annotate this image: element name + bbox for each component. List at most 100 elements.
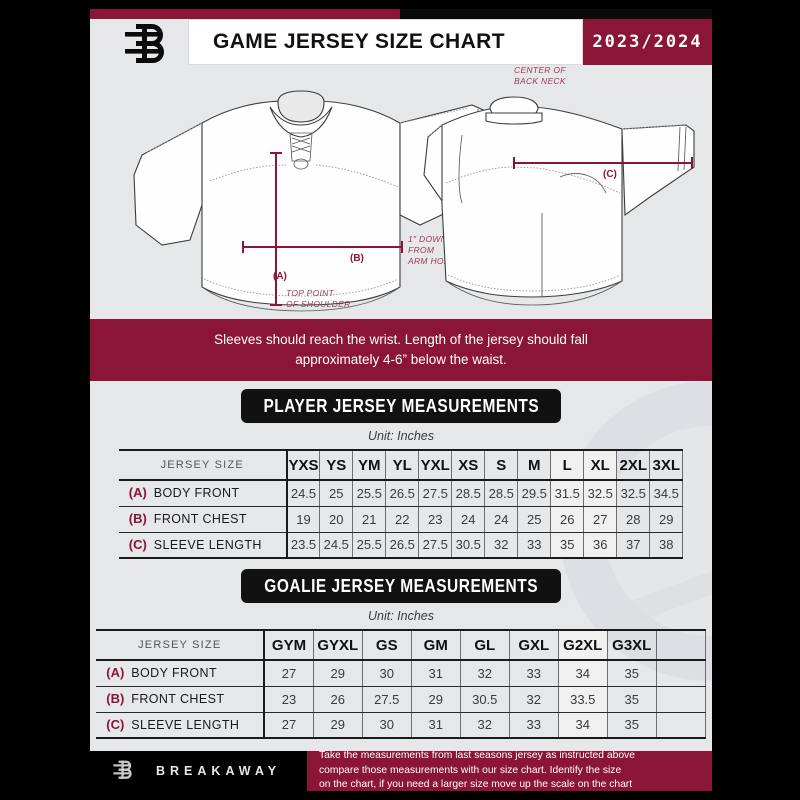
table-row: (A) BODY FRONT 27 29 30 31 32 33 34 35 xyxy=(96,659,706,687)
header-accent-bar-black xyxy=(400,9,712,19)
measurement-name: BODY FRONT xyxy=(131,666,218,681)
measurement-name: BODY FRONT xyxy=(153,486,240,501)
measurement-value-cell: 30 xyxy=(361,659,412,687)
measurement-value-cell: 27 xyxy=(263,659,314,687)
table-header-row: JERSEY SIZE GYM GYXL GS GM GL GXL G2XL G3XL xyxy=(96,629,706,661)
measurement-value-cell: 27 xyxy=(263,711,314,739)
measurement-value-cell: 36 xyxy=(583,531,618,559)
measurement-value-cell: 25 xyxy=(319,479,354,507)
measurement-value-cell: 29 xyxy=(410,685,461,713)
back-jersey-illustration: (C) CENTER OF BACK NECK xyxy=(423,65,695,306)
size-column-header: YL xyxy=(385,449,420,481)
center-back-neck-line1: CENTER OF xyxy=(514,65,566,75)
measurement-value-cell: 29.5 xyxy=(517,479,552,507)
size-column-header: YXL xyxy=(418,449,453,481)
measurement-value-cell: 33.5 xyxy=(557,685,608,713)
measurement-value-cell: 28 xyxy=(616,505,651,533)
measurement-value-cell: 28.5 xyxy=(484,479,519,507)
size-column-header: 2XL xyxy=(616,449,651,481)
measurement-value-cell: 21 xyxy=(352,505,387,533)
breakaway-b-logo-icon xyxy=(114,19,194,65)
measurement-name: SLEEVE LENGTH xyxy=(131,717,240,732)
measurement-tag: (A) xyxy=(106,665,125,681)
footer-line-1: Take the measurements from last seasons … xyxy=(319,749,635,761)
measurement-value-cell: 32.5 xyxy=(616,479,651,507)
measurement-value-cell: 25 xyxy=(517,505,552,533)
measurement-name: SLEEVE LENGTH xyxy=(153,537,262,552)
label-a-line1: TOP POINT xyxy=(286,288,335,298)
measurement-value-cell: 38 xyxy=(649,531,684,559)
measurement-value-cell xyxy=(655,659,706,687)
measurement-value-cell: 31 xyxy=(410,659,461,687)
size-column-header: YXS xyxy=(286,449,321,481)
measurement-value-cell: 30 xyxy=(361,711,412,739)
measurement-value-cell: 29 xyxy=(312,659,363,687)
size-column-header: GM xyxy=(410,629,461,661)
measurement-value-cell: 23 xyxy=(263,685,314,713)
measurement-value-cell: 24.5 xyxy=(286,479,321,507)
measurement-value-cell: 37 xyxy=(616,531,651,559)
measurement-tag: (A) xyxy=(128,485,147,501)
measurement-value-cell: 34.5 xyxy=(649,479,684,507)
size-column-header: GXL xyxy=(508,629,559,661)
measurement-value-cell: 29 xyxy=(649,505,684,533)
center-back-neck-line2: BACK NECK xyxy=(514,76,566,86)
measurement-value-cell: 35 xyxy=(606,711,657,739)
measurement-tag: (B) xyxy=(128,511,147,526)
table-row: (B) FRONT CHEST 23 26 27.5 29 30.5 32 33.5 35 xyxy=(96,685,706,713)
label-b-tag: (B) xyxy=(350,253,364,264)
front-jersey-illustration: (B) (A) TOP POINT OF SHOULDER 1" DOWN FR… xyxy=(133,90,491,312)
measurement-name: FRONT CHEST xyxy=(153,512,247,526)
measurement-value-cell: 25.5 xyxy=(352,531,387,559)
size-chart-page: GAME JERSEY SIZE CHART 2023/2024 .jo { f… xyxy=(90,9,712,791)
size-column-header: XS xyxy=(451,449,486,481)
measurement-value-cell: 35 xyxy=(550,531,585,559)
label-b-line3: ARM HOLE xyxy=(407,256,455,266)
measurement-name: FRONT CHEST xyxy=(131,692,225,706)
measurement-value-cell: 25.5 xyxy=(352,479,387,507)
measurement-value-cell: 35 xyxy=(606,685,657,713)
measurement-value-cell xyxy=(655,685,706,713)
goalie-section-heading: GOALIE JERSEY MEASUREMENTS xyxy=(241,569,561,603)
measurement-value-cell: 32 xyxy=(508,685,559,713)
table-row: (C) SLEEVE LENGTH 27 29 30 31 32 33 34 35 xyxy=(96,711,706,739)
measurement-value-cell: 19 xyxy=(286,505,321,533)
measurement-tag: (C) xyxy=(128,536,147,552)
breakaway-b-logo-icon-footer xyxy=(112,756,142,787)
footer: BREAKAWAY Take the measurements from las… xyxy=(90,749,712,791)
label-a-tag: (A) xyxy=(273,271,287,282)
measurement-label-cell: (C) SLEEVE LENGTH xyxy=(118,531,288,559)
measurement-value-cell: 33 xyxy=(517,531,552,559)
footer-instructions: Take the measurements from last seasons … xyxy=(307,749,712,791)
measurement-value-cell: 28.5 xyxy=(451,479,486,507)
page-title-text: GAME JERSEY SIZE CHART xyxy=(213,30,505,53)
label-c-tag: (C) xyxy=(603,169,617,180)
measurement-value-cell: 23 xyxy=(418,505,453,533)
table-header-row: JERSEY SIZE YXS YS YM YL YXL XS S M L XL 2XL 3XL xyxy=(118,449,684,481)
measurement-value-cell: 27 xyxy=(583,505,618,533)
measurement-value-cell: 26 xyxy=(312,685,363,713)
measurement-value-cell: 31 xyxy=(410,711,461,739)
size-column-header: S xyxy=(484,449,519,481)
measurement-value-cell: 23.5 xyxy=(286,531,321,559)
table-row: (A) BODY FRONT 24.5 25 25.5 26.5 27.5 28.5 28.5 2… xyxy=(118,479,684,507)
measurement-label-cell: (A) BODY FRONT xyxy=(96,659,266,687)
player-measurements-table: JERSEY SIZE YXS YS YM YL YXL XS S M L XL 2XL 3XL (A) B… xyxy=(118,449,684,559)
measurement-value-cell: 34 xyxy=(557,659,608,687)
measurement-value-cell: 27.5 xyxy=(418,479,453,507)
size-column-header: YS xyxy=(319,449,354,481)
measurement-value-cell: 31.5 xyxy=(550,479,585,507)
banner-line-1: Sleeves should reach the wrist. Length o… xyxy=(214,332,588,348)
page-title: GAME JERSEY SIZE CHART xyxy=(188,19,583,65)
label-a-line2: OF SHOULDER xyxy=(286,299,351,309)
measurement-value-cell: 24 xyxy=(451,505,486,533)
measurement-value-cell: 29 xyxy=(312,711,363,739)
header-accent-bar-maroon xyxy=(90,9,400,19)
size-column-header: GL xyxy=(459,629,510,661)
measurement-value-cell: 30.5 xyxy=(451,531,486,559)
size-column-header: YM xyxy=(352,449,387,481)
size-column-header: XL xyxy=(583,449,618,481)
measurement-value-cell xyxy=(655,711,706,739)
measurement-value-cell: 26.5 xyxy=(385,531,420,559)
measurement-value-cell: 26.5 xyxy=(385,479,420,507)
